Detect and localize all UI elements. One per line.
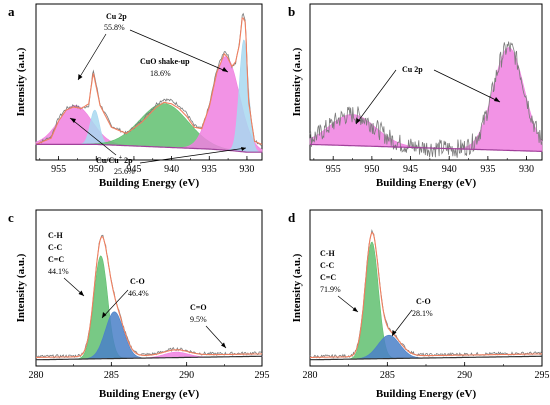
- panel-letter-b: b: [288, 4, 295, 19]
- y-axis-label-d: Intensity (a.u.): [291, 253, 303, 322]
- component-peak-c-0: [35, 255, 262, 361]
- curve-background-a: [36, 143, 262, 153]
- annotation-cu2p-pct-a: 55.8%: [104, 23, 125, 32]
- curve-envelope-a: [35, 17, 263, 145]
- annotation-cc-d: C-C: [320, 261, 334, 270]
- components-b: [309, 47, 543, 152]
- panel-letter-d: d: [288, 210, 296, 225]
- plot-frame-d: [309, 209, 543, 367]
- annotation-arrows-b: [355, 69, 501, 125]
- annotation-ch-pct-c: 44.1%: [48, 267, 69, 276]
- curves-c: [35, 234, 263, 361]
- curve-background-d: [309, 355, 542, 361]
- annotation-ceqo-c: C=O: [190, 303, 207, 312]
- x-tick-label-a-0: 955: [51, 164, 66, 175]
- x-axis-label-a: Building Energy (eV): [99, 177, 200, 189]
- panel-b: 955 950 945 940 935 930 b Building Energy (eV…: [288, 3, 543, 189]
- x-tick-label-b-0: 955: [326, 164, 341, 175]
- annotation-ch-c: C-H: [48, 231, 63, 240]
- x-tick-label-d-0: 280: [303, 370, 318, 381]
- x-axis-label-b: Building Energy (eV): [376, 177, 477, 189]
- y-axis-label-b: Intensity (a.u.): [291, 47, 303, 116]
- ticks-d: 280 285 290 295: [303, 362, 550, 381]
- annotation-cuo-label-a: CuO shake-up: [140, 57, 190, 66]
- x-tick-label-a-1: 950: [89, 164, 104, 175]
- annotation-co-pct-d: 28.1%: [412, 309, 433, 318]
- x-tick-label-a-2: 945: [126, 164, 141, 175]
- x-tick-label-a-4: 935: [202, 164, 217, 175]
- annotation-cucu-pct-a: 25.6%: [114, 167, 135, 176]
- x-tick-label-c-0: 280: [29, 370, 44, 381]
- x-tick-label-d-2: 290: [457, 370, 472, 381]
- curve-raw-c: [35, 234, 263, 359]
- panel-letter-c: c: [8, 210, 14, 225]
- annotation-cuo-pct-a: 18.6%: [150, 69, 171, 78]
- annotation-co-c: C-O: [130, 277, 145, 286]
- x-tick-label-c-2: 290: [179, 370, 194, 381]
- plot-frame-a: [35, 3, 263, 161]
- annotation-arrowheads-a: [70, 67, 246, 151]
- annotation-cu2p-label-a: Cu 2p: [106, 12, 127, 21]
- curve-raw_noisy-b: [309, 41, 543, 158]
- annotation-arrowheads-c: [78, 290, 226, 348]
- curve-envelope-c: [36, 236, 262, 358]
- annotation-co-d: C-O: [416, 297, 431, 306]
- annotation-ceqc-d: C=C: [320, 273, 336, 282]
- annotation-ceqc-c: C=C: [48, 255, 64, 264]
- y-axis-label-a: Intensity (a.u.): [15, 47, 27, 116]
- curves-a: [35, 12, 263, 153]
- components-c: [35, 255, 263, 361]
- curve-background-b: [310, 143, 542, 152]
- x-axis-label-c: Building Energy (eV): [99, 388, 200, 400]
- x-tick-label-a-5: 930: [239, 164, 254, 175]
- curve-background-c: [35, 355, 262, 361]
- x-tick-label-c-1: 285: [104, 370, 119, 381]
- curve-envelope-d: [310, 232, 542, 358]
- annotation-arrowheads-d: [352, 307, 397, 336]
- x-tick-label-b-3: 940: [442, 164, 457, 175]
- annotation-arrowheads-b: [356, 97, 500, 124]
- annotation-ch-pct-d: 71.9%: [320, 285, 341, 294]
- x-axis-label-d: Building Energy (eV): [376, 388, 477, 400]
- x-tick-label-b-5: 930: [519, 164, 534, 175]
- curves-d: [309, 229, 543, 361]
- curve-raw-a: [35, 12, 263, 146]
- x-tick-label-b-1: 950: [364, 164, 379, 175]
- x-tick-label-c-3: 295: [255, 370, 270, 381]
- component-peak-c-1: [35, 311, 262, 361]
- ticks-c: 280 285 290 295: [29, 362, 270, 381]
- panel-letter-a: a: [8, 4, 15, 19]
- annotation-cc-c: C-C: [48, 243, 62, 252]
- y-axis-label-c: Intensity (a.u.): [15, 253, 27, 322]
- x-tick-label-b-2: 945: [403, 164, 418, 175]
- annotation-ceqo-pct-c: 9.5%: [190, 315, 207, 324]
- panel-d: 280 285 290 295 d Building Energy (eV) Inte…: [288, 209, 550, 400]
- curve-raw-d: [309, 229, 543, 359]
- x-tick-label-d-1: 285: [380, 370, 395, 381]
- panel-a: 955 950 945 940 935 930 a Building Energy (eV…: [8, 3, 263, 189]
- annotation-cucu-label-a: Cu/Cu+ 2p: [96, 155, 133, 165]
- annotation-arrows-a: [69, 29, 247, 164]
- x-tick-label-b-4: 935: [480, 164, 495, 175]
- ticks-a: 955 950 945 940 935 930: [39, 156, 254, 175]
- annotation-co-pct-c: 46.4%: [128, 289, 149, 298]
- panel-c: 280 285 290 295 c Building Energy (eV) Inte…: [8, 209, 270, 400]
- annotation-ch-d: C-H: [320, 249, 335, 258]
- x-tick-label-a-3: 940: [164, 164, 179, 175]
- plot-frame-b: [309, 3, 543, 161]
- annotation-cu2p-label-b: Cu 2p: [402, 65, 423, 74]
- plot-frame-c: [35, 209, 263, 367]
- curves-b: [309, 41, 543, 158]
- x-tick-label-d-3: 295: [535, 370, 550, 381]
- ticks-b: 955 950 945 940 935 930: [313, 156, 534, 175]
